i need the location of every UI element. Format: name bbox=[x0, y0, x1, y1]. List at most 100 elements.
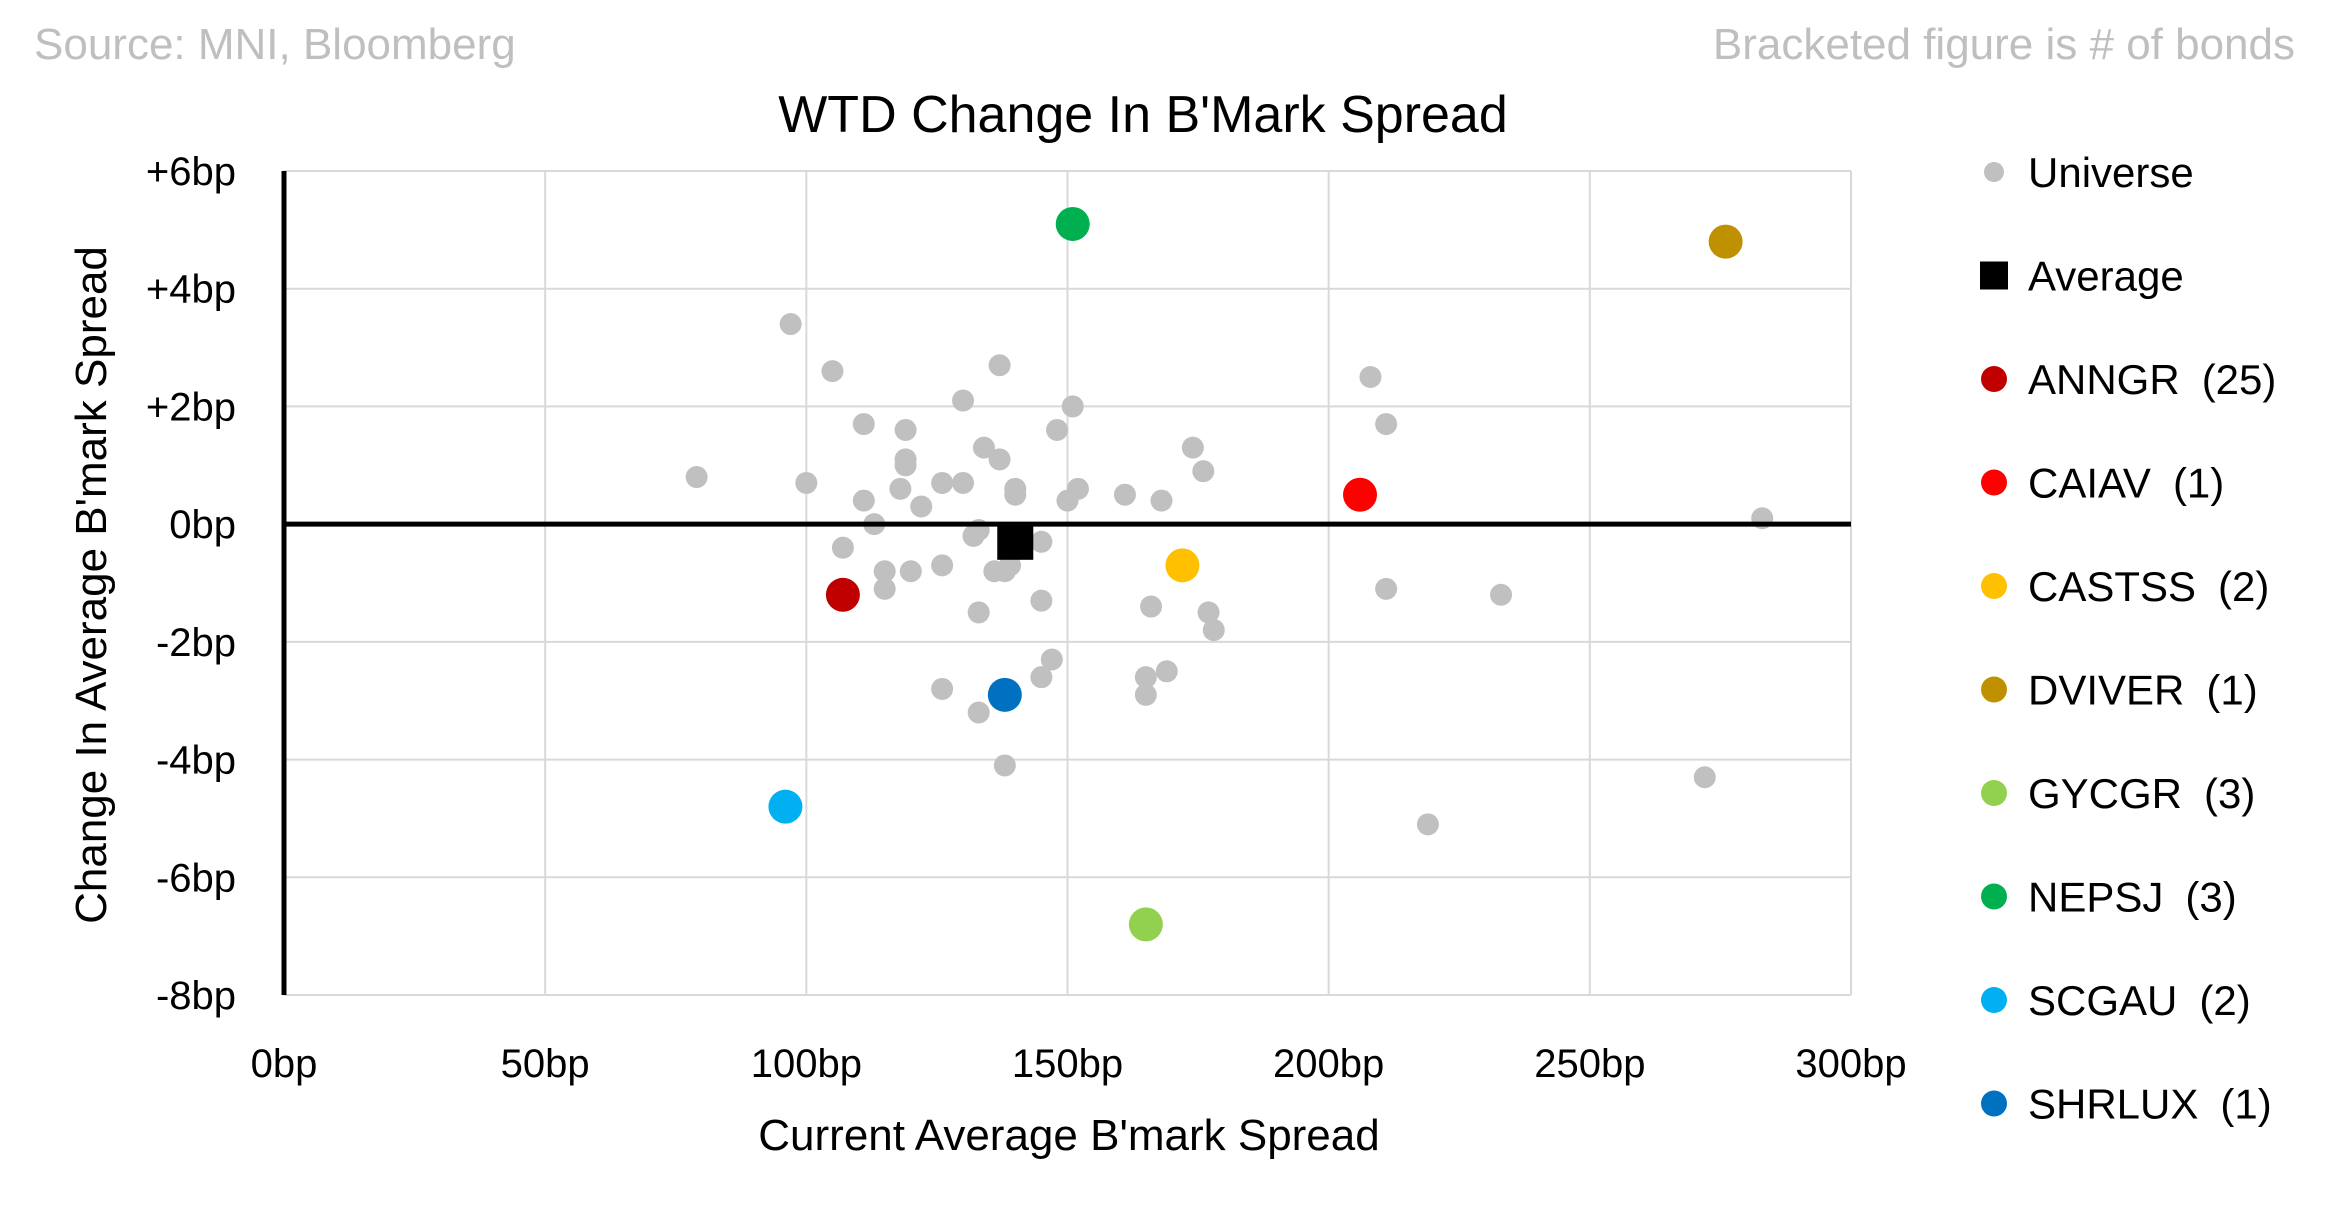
legend-count: (1) bbox=[2173, 460, 2224, 507]
point-universe bbox=[1197, 601, 1220, 624]
point-universe bbox=[999, 554, 1022, 577]
point-universe bbox=[1181, 436, 1204, 459]
point-universe bbox=[852, 413, 875, 436]
point-universe bbox=[1030, 530, 1053, 553]
y-tick-label: -8bp bbox=[156, 974, 236, 1018]
legend-name: Average bbox=[2028, 253, 2184, 300]
point-universe bbox=[967, 701, 990, 724]
point-universe bbox=[873, 560, 896, 583]
legend-marker-universe bbox=[1984, 162, 2004, 182]
point-universe bbox=[1134, 683, 1157, 706]
point-universe bbox=[852, 489, 875, 512]
bond-count-note: Bracketed figure is # of bonds bbox=[1712, 20, 2295, 69]
point-universe bbox=[1113, 483, 1136, 506]
point-universe bbox=[931, 677, 954, 700]
axes bbox=[281, 171, 1851, 995]
legend-marker-gycgr bbox=[1981, 780, 2007, 806]
legend-label-average: Average bbox=[2028, 253, 2184, 300]
legend-marker-shrlux bbox=[1981, 1090, 2007, 1117]
point-universe bbox=[910, 495, 933, 518]
y-axis-label: Change In Average B'mark Spread bbox=[67, 246, 116, 924]
x-tick-label: 200bp bbox=[1273, 1042, 1384, 1086]
legend-label-universe: Universe bbox=[2028, 149, 2194, 196]
legend-name: Universe bbox=[2028, 149, 2194, 196]
y-tick-labels: +6bp +4bp +2bp 0bp -2bp -4bp -6bp -8bp bbox=[146, 150, 236, 1018]
legend-label-scgau: SCGAU (2) bbox=[2028, 977, 2251, 1024]
legend-label-nepsj: NEPSJ (3) bbox=[2028, 874, 2237, 921]
point-universe bbox=[1040, 648, 1063, 671]
legend-label-caiav: CAIAV (1) bbox=[2028, 460, 2224, 507]
legend-count: (3) bbox=[2204, 770, 2255, 817]
legend-label-anngr: ANNGR (25) bbox=[2028, 356, 2276, 403]
legend-count: (2) bbox=[2218, 563, 2269, 610]
point-universe bbox=[1375, 577, 1398, 600]
legend-label-shrlux: SHRLUX (1) bbox=[2028, 1081, 2272, 1128]
point-universe bbox=[967, 601, 990, 624]
point-universe bbox=[972, 436, 995, 459]
point-universe bbox=[779, 313, 802, 336]
point-universe bbox=[1416, 813, 1439, 836]
point-gycgr bbox=[1128, 907, 1163, 942]
point-universe bbox=[1693, 766, 1716, 789]
legend-name: ANNGR bbox=[2028, 356, 2180, 403]
point-scgau bbox=[768, 789, 803, 824]
point-universe bbox=[795, 471, 818, 494]
y-tick-label: -2bp bbox=[156, 621, 236, 665]
source-note: Source: MNI, Bloomberg bbox=[34, 20, 516, 69]
x-axis-label: Current Average B'mark Spread bbox=[758, 1111, 1379, 1160]
point-universe bbox=[894, 454, 917, 477]
point-universe bbox=[894, 418, 917, 441]
legend-marker-caiav bbox=[1981, 469, 2007, 496]
legend-count: (25) bbox=[2202, 356, 2277, 403]
point-universe bbox=[1192, 460, 1215, 483]
point-universe bbox=[899, 560, 922, 583]
point-universe bbox=[1030, 589, 1053, 612]
point-universe bbox=[988, 448, 1011, 471]
point-caiav bbox=[1343, 477, 1378, 512]
point-dviver bbox=[1708, 224, 1743, 259]
legend-marker-average bbox=[1980, 261, 2008, 290]
point-universe bbox=[1140, 595, 1163, 618]
point-universe bbox=[1061, 395, 1084, 418]
x-tick-label: 250bp bbox=[1534, 1042, 1645, 1086]
point-universe bbox=[685, 466, 708, 489]
legend-count: (1) bbox=[2206, 667, 2257, 714]
legend-count: (3) bbox=[2185, 874, 2236, 921]
legend-label-dviver: DVIVER (1) bbox=[2028, 667, 2258, 714]
data-points bbox=[685, 206, 1774, 942]
legend-marker-anngr bbox=[1981, 366, 2007, 392]
point-universe bbox=[1066, 477, 1089, 500]
point-universe bbox=[1490, 583, 1513, 606]
legend-name: SCGAU bbox=[2028, 977, 2177, 1024]
point-universe bbox=[952, 389, 975, 412]
point-universe bbox=[931, 554, 954, 577]
y-tick-label: 0bp bbox=[169, 503, 236, 547]
legend-marker-castss bbox=[1981, 573, 2007, 599]
grid-lines bbox=[284, 170, 1852, 996]
legend-label-gycgr: GYCGR (3) bbox=[2028, 770, 2255, 817]
x-tick-label: 150bp bbox=[1012, 1042, 1123, 1086]
point-universe bbox=[1134, 666, 1157, 689]
chart-title: WTD Change In B'Mark Spread bbox=[778, 86, 1508, 144]
x-tick-label: 300bp bbox=[1795, 1042, 1906, 1086]
legend-count: (2) bbox=[2199, 977, 2250, 1024]
point-nepsj bbox=[1055, 206, 1090, 241]
x-tick-labels: 0bp 50bp 100bp 150bp 200bp 250bp 300bp bbox=[251, 1042, 1907, 1086]
x-tick-label: 50bp bbox=[501, 1042, 590, 1086]
point-universe bbox=[1155, 660, 1178, 683]
y-tick-label: +6bp bbox=[146, 150, 236, 194]
point-universe bbox=[931, 471, 954, 494]
legend-marker-dviver bbox=[1981, 676, 2007, 703]
point-universe bbox=[1359, 366, 1382, 388]
legend-marker-scgau bbox=[1981, 987, 2007, 1013]
y-tick-label: -6bp bbox=[156, 856, 236, 900]
point-universe bbox=[993, 754, 1016, 777]
point-universe bbox=[831, 536, 854, 559]
point-universe bbox=[988, 354, 1011, 377]
legend-count: (1) bbox=[2220, 1081, 2271, 1128]
point-universe bbox=[1150, 489, 1173, 512]
point-universe bbox=[952, 471, 975, 494]
legend-label-castss: CASTSS (2) bbox=[2028, 563, 2269, 610]
point-anngr bbox=[825, 577, 860, 612]
